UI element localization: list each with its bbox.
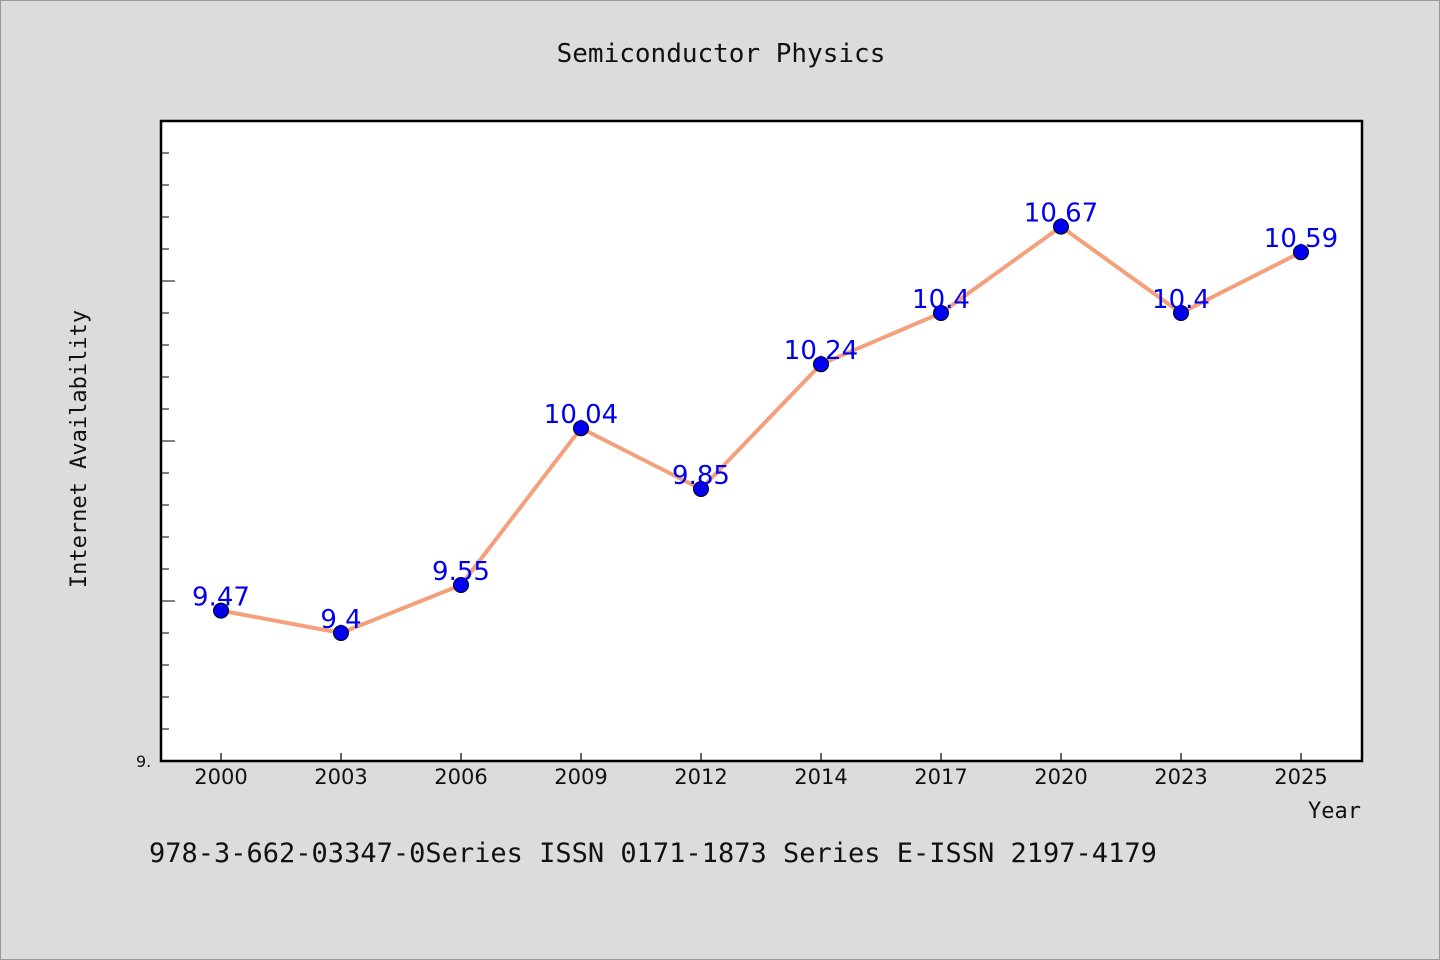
x-tick-label: 2023 — [1154, 765, 1207, 789]
data-point — [213, 602, 229, 619]
data-point — [1053, 218, 1069, 235]
data-label: 10.4 — [912, 285, 970, 315]
data-label: 10.04 — [544, 400, 618, 430]
y-axis-label: Internet Availability — [67, 310, 92, 588]
data-point — [1293, 244, 1309, 261]
x-tick-label: 2014 — [794, 765, 847, 789]
data-point — [333, 625, 349, 641]
x-axis-label: Year — [1308, 799, 1361, 824]
series-line — [220, 224, 1302, 635]
data-label: 10.24 — [784, 336, 858, 366]
data-label: 9.85 — [672, 461, 730, 491]
x-tick-label: 2006 — [434, 765, 487, 789]
data-label: 10.4 — [1152, 285, 1210, 315]
data-point — [813, 356, 829, 373]
y-axis-ticks — [161, 152, 175, 762]
data-point — [693, 481, 709, 497]
x-tick-label: 2012 — [674, 765, 727, 789]
data-point — [453, 577, 469, 593]
data-label: 10.67 — [1024, 199, 1098, 229]
data-point — [933, 305, 949, 321]
data-point — [1173, 305, 1189, 321]
y-tick-label: 9. — [136, 752, 151, 771]
chart-title: Semiconductor Physics — [557, 39, 886, 69]
series-group: 9.47 9.4 9.55 10.04 9.85 10.24 10.4 10.67 10.4 10… — [192, 199, 1338, 641]
x-tick-label: 2025 — [1274, 765, 1327, 789]
x-axis-ticks: 2000 2003 2006 2009 2012 2014 2017 2020 2023 2025 — [194, 753, 1328, 789]
plot-area — [159, 119, 1364, 763]
data-label: 9.4 — [320, 605, 361, 635]
x-tick-label: 2020 — [1034, 765, 1087, 789]
x-tick-label: 2003 — [314, 765, 367, 789]
data-label: 9.47 — [192, 583, 250, 613]
x-tick-label: 2017 — [914, 765, 967, 789]
data-label: 10.59 — [1264, 224, 1338, 254]
footnote: 978-3-662-03347-0Series ISSN 0171-1873 S… — [149, 838, 1157, 869]
data-label: 9.55 — [432, 557, 490, 587]
data-point — [573, 420, 589, 437]
x-tick-label: 2009 — [554, 765, 607, 789]
x-tick-label: 2000 — [194, 765, 247, 789]
